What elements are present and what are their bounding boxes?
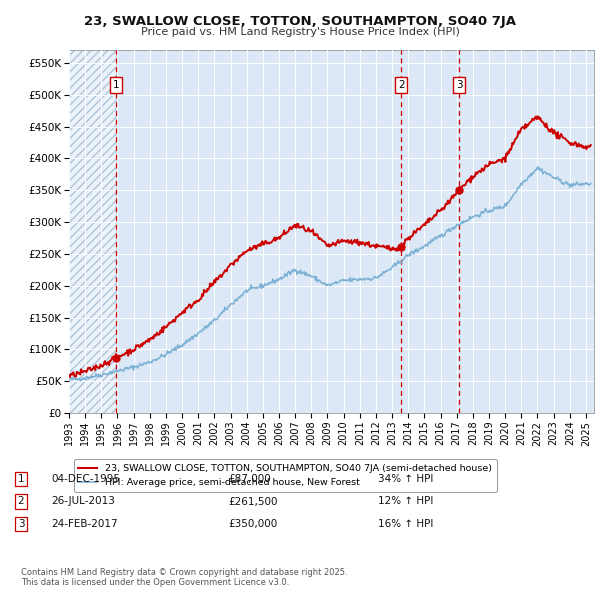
Text: 24-FEB-2017: 24-FEB-2017 [51, 519, 118, 529]
Text: Contains HM Land Registry data © Crown copyright and database right 2025.
This d: Contains HM Land Registry data © Crown c… [21, 568, 347, 587]
Text: Price paid vs. HM Land Registry's House Price Index (HPI): Price paid vs. HM Land Registry's House … [140, 27, 460, 37]
Text: 04-DEC-1995: 04-DEC-1995 [51, 474, 120, 484]
Text: 12% ↑ HPI: 12% ↑ HPI [378, 497, 433, 506]
Text: 23, SWALLOW CLOSE, TOTTON, SOUTHAMPTON, SO40 7JA: 23, SWALLOW CLOSE, TOTTON, SOUTHAMPTON, … [84, 15, 516, 28]
Text: 1: 1 [113, 80, 119, 90]
Text: 2: 2 [17, 497, 25, 506]
Legend: 23, SWALLOW CLOSE, TOTTON, SOUTHAMPTON, SO40 7JA (semi-detached house), HPI: Ave: 23, SWALLOW CLOSE, TOTTON, SOUTHAMPTON, … [74, 460, 497, 491]
Text: £350,000: £350,000 [228, 519, 277, 529]
Text: £87,000: £87,000 [228, 474, 271, 484]
Text: 16% ↑ HPI: 16% ↑ HPI [378, 519, 433, 529]
Text: 1: 1 [17, 474, 25, 484]
Text: 3: 3 [456, 80, 463, 90]
Text: £261,500: £261,500 [228, 497, 277, 506]
Text: 3: 3 [17, 519, 25, 529]
Text: 26-JUL-2013: 26-JUL-2013 [51, 497, 115, 506]
Text: 2: 2 [398, 80, 404, 90]
Text: 34% ↑ HPI: 34% ↑ HPI [378, 474, 433, 484]
